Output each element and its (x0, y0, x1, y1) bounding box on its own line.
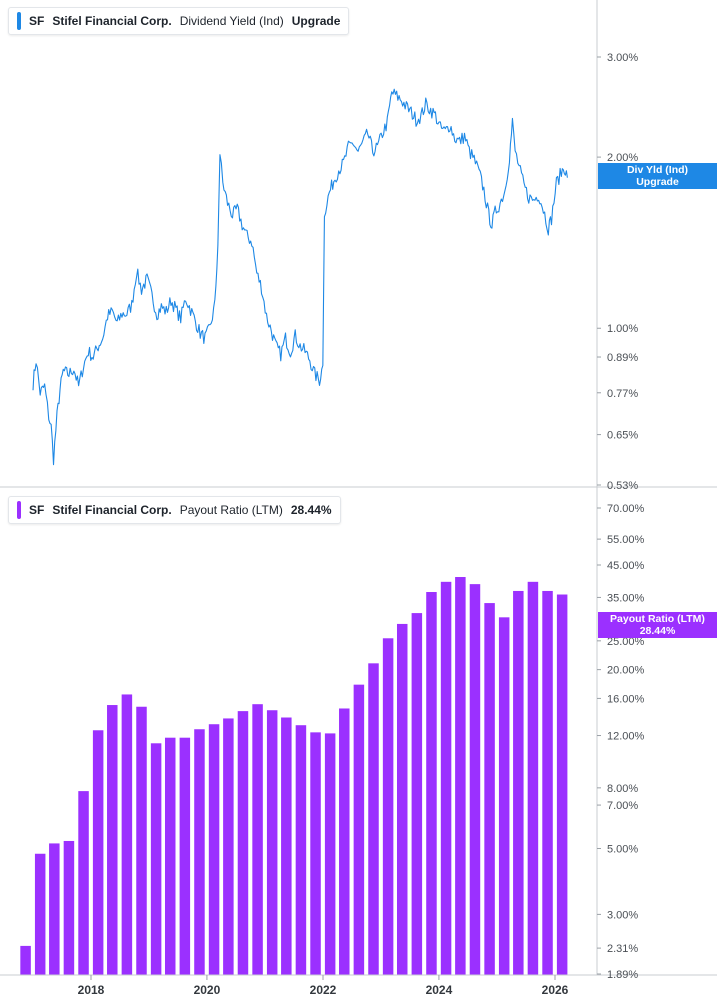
x-tick-label: 2018 (78, 983, 105, 997)
bottom-legend-ticker: SF (29, 503, 45, 517)
dividend-yield-line (32, 88, 568, 466)
x-tick-label: 2026 (542, 983, 569, 997)
payout-ratio-bars (20, 577, 568, 975)
top-y-tick-label: 1.00% (607, 323, 638, 335)
payout-ratio-bar (498, 617, 510, 975)
payout-ratio-bar (411, 613, 423, 975)
top-y-tick-label: 0.89% (607, 352, 638, 364)
top-y-axis: 3.00% 2.00% 1.00% 0.89% 0.77% 0.65% 0.53% (597, 52, 638, 492)
bottom-legend-value: 28.44% (290, 503, 332, 517)
payout-ratio-bar (469, 584, 481, 975)
payout-ratio-bar (20, 945, 31, 975)
top-y-tick-label: 0.53% (607, 480, 638, 492)
bottom-legend-metric: Payout Ratio (LTM) (179, 503, 283, 517)
payout-ratio-bar (484, 603, 495, 975)
payout-ratio-bar (382, 638, 394, 975)
payout-ratio-bar (455, 577, 466, 975)
payout-ratio-bar (121, 694, 133, 975)
payout-ratio-bar (396, 623, 408, 975)
payout-ratio-bar (92, 730, 104, 975)
top-legend-company: Stifel Financial Corp. (52, 14, 172, 28)
payout-ratio-bar (78, 791, 89, 975)
bottom-legend-company: Stifel Financial Corp. (52, 503, 172, 517)
bottom-legend[interactable]: SF Stifel Financial Corp. Payout Ratio (… (8, 496, 341, 524)
payout-ratio-bar (353, 684, 365, 975)
x-axis: 2018 2020 2022 2024 2026 (78, 975, 569, 997)
bottom-y-tick-label: 2.31% (607, 943, 638, 955)
payout-ratio-bar (513, 590, 524, 975)
bottom-y-tick-label: 5.00% (607, 843, 638, 855)
bottom-y-tick-label: 25.00% (607, 636, 645, 648)
dividend-yield-series (32, 88, 568, 466)
payout-ratio-bar (223, 718, 234, 975)
top-tag-line1: Div Yld (Ind) (626, 164, 689, 176)
payout-ratio-bar (194, 729, 205, 975)
x-tick-label: 2020 (194, 983, 221, 997)
payout-ratio-bar (150, 743, 162, 975)
payout-ratio-bar (266, 710, 278, 975)
bottom-y-tick-label: 8.00% (607, 783, 638, 795)
payout-ratio-bar (179, 737, 191, 975)
bottom-y-tick-label: 55.00% (607, 534, 645, 546)
top-legend-swatch (17, 12, 21, 30)
payout-ratio-bar (310, 732, 321, 975)
payout-ratio-bar (426, 592, 437, 975)
bottom-y-tick-label: 35.00% (607, 592, 645, 604)
chart-frame (0, 0, 717, 976)
payout-ratio-bar (339, 708, 350, 975)
bottom-y-tick-label: 12.00% (607, 731, 645, 743)
payout-ratio-bar (527, 581, 539, 975)
payout-ratio-bar (368, 663, 379, 975)
top-value-tag: Div Yld (Ind) Upgrade (598, 163, 717, 189)
bottom-y-tick-label: 7.00% (607, 800, 638, 812)
bottom-y-tick-label: 16.00% (607, 693, 645, 705)
payout-ratio-bar (237, 711, 249, 975)
top-y-tick-label: 0.77% (607, 388, 638, 400)
x-tick-label: 2024 (426, 983, 453, 997)
payout-ratio-bar (208, 724, 220, 975)
bottom-tag-line1: Payout Ratio (LTM) (610, 613, 705, 625)
top-tag-line2: Upgrade (636, 176, 679, 188)
bottom-y-tick-label: 1.89% (607, 969, 638, 981)
top-y-tick-label: 3.00% (607, 52, 638, 64)
bottom-y-tick-label: 70.00% (607, 503, 645, 515)
top-legend-value[interactable]: Upgrade (291, 14, 341, 28)
top-legend-ticker: SF (29, 14, 45, 28)
top-legend[interactable]: SF Stifel Financial Corp. Dividend Yield… (8, 7, 350, 35)
payout-ratio-bar (440, 581, 452, 975)
top-y-tick-label: 0.65% (607, 430, 638, 442)
payout-ratio-bar (34, 853, 46, 975)
bottom-legend-swatch (17, 501, 21, 519)
bottom-y-tick-label: 20.00% (607, 665, 645, 677)
x-tick-label: 2022 (310, 983, 337, 997)
payout-ratio-bar (324, 733, 336, 975)
bottom-tag-line2: 28.44% (639, 625, 676, 637)
payout-ratio-bar (63, 840, 75, 975)
payout-ratio-bar (136, 706, 147, 975)
payout-ratio-bar (49, 843, 60, 975)
bottom-y-axis: 70.00% 55.00% 45.00% 35.00% 25.00% 20.00% 16.0… (597, 503, 645, 981)
payout-ratio-bar (542, 590, 553, 975)
payout-ratio-bar (295, 725, 307, 975)
payout-ratio-bar (556, 594, 568, 975)
bottom-y-tick-label: 3.00% (607, 909, 638, 921)
payout-ratio-bar (281, 717, 292, 975)
payout-ratio-bar (107, 705, 118, 975)
payout-ratio-bar (164, 737, 176, 975)
top-legend-metric: Dividend Yield (Ind) (179, 14, 284, 28)
bottom-value-tag: Payout Ratio (LTM) 28.44% (598, 612, 717, 638)
bottom-y-tick-label: 45.00% (607, 560, 645, 572)
top-y-tick-label: 2.00% (607, 152, 638, 164)
payout-ratio-bar (252, 704, 263, 975)
